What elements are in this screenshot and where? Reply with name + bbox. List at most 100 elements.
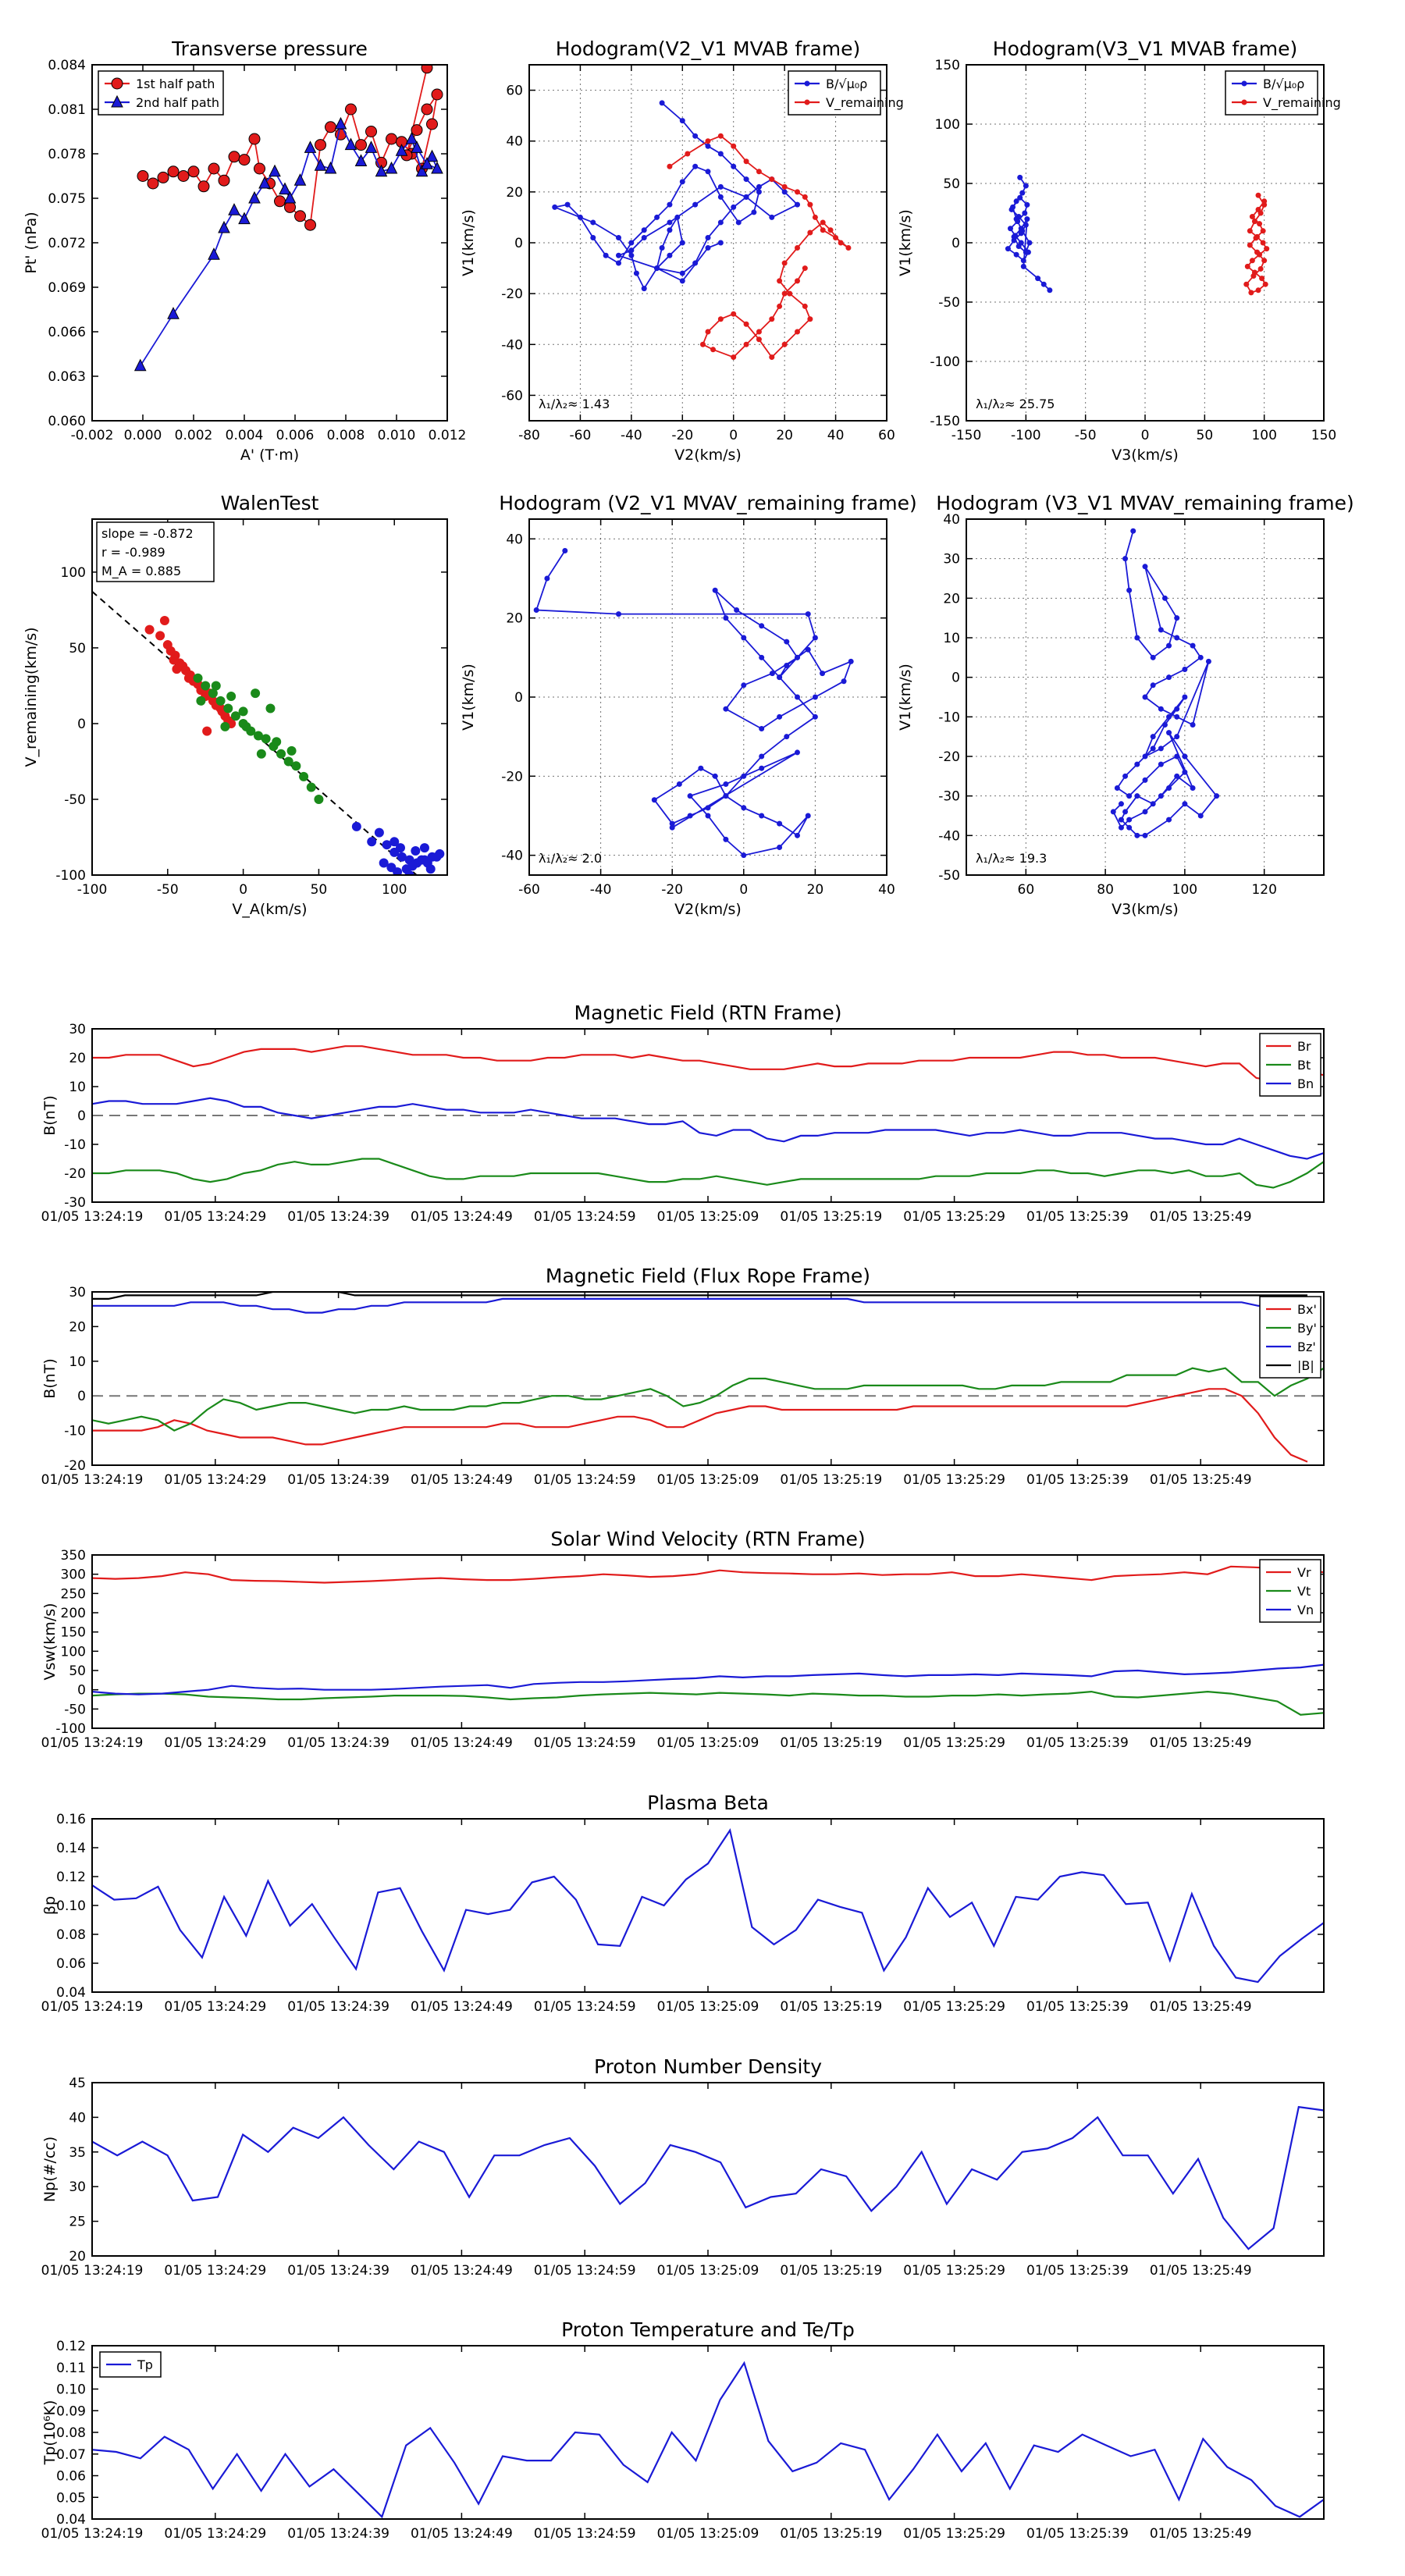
data-point	[1182, 667, 1188, 673]
data-point	[628, 247, 635, 254]
plot-area	[1005, 174, 1270, 296]
x-tick-label: 40	[827, 428, 845, 443]
y-axis-label: Pt' (nPa)	[23, 212, 40, 273]
y-tick-label: 0.06	[56, 1956, 86, 1972]
x-tick-label: 80	[1097, 882, 1114, 898]
data-point	[286, 745, 297, 756]
chart-mag_rtn: Magnetic Field (RTN Frame) -30 -20 -10 0 10 20…	[41, 1002, 1325, 1225]
data-point	[603, 252, 609, 258]
chart-np: Proton Number Density 20 25 30 35 40 45 01/05 1…	[41, 2055, 1325, 2279]
data-point	[167, 165, 180, 178]
data-point	[279, 182, 291, 195]
data-point	[196, 696, 206, 706]
x-tick-label: 01/05 13:24:39	[287, 1735, 389, 1751]
data-point	[769, 214, 775, 220]
x-tick-label: 01/05 13:25:39	[1026, 1209, 1129, 1225]
x-tick-label: 01/05 13:25:19	[780, 1735, 882, 1751]
data-point	[238, 212, 251, 225]
data-point	[1244, 263, 1250, 269]
y-axis-label: βp	[41, 1896, 59, 1915]
y-tick-label: 0.12	[56, 2339, 86, 2354]
data-point	[759, 623, 765, 629]
legend-label: Vt	[1297, 1584, 1311, 1599]
data-point	[562, 548, 568, 554]
x-tick-label: 01/05 13:25:49	[1150, 1999, 1252, 2015]
data-point	[705, 329, 711, 335]
x-tick-label: 01/05 13:24:29	[164, 2263, 266, 2279]
data-point	[386, 133, 397, 145]
plot-frame	[528, 518, 887, 876]
data-point	[324, 161, 337, 174]
data-point	[564, 201, 571, 208]
data-point	[723, 793, 729, 799]
x-tick-label: 01/05 13:25:29	[903, 1472, 1005, 1488]
plot-frame	[91, 2082, 1325, 2257]
series-by--line	[92, 1367, 1324, 1432]
data-point	[215, 696, 226, 706]
data-point	[769, 176, 775, 183]
eigenvalue-ratio: λ₁/λ₂≈ 1.43	[539, 397, 610, 411]
y-tick-label: 0.060	[48, 414, 86, 429]
data-point	[820, 219, 826, 226]
data-point	[667, 252, 673, 258]
legend-label: Tp	[137, 2357, 153, 2372]
data-point	[228, 151, 240, 163]
y-tick-label: 0.12	[56, 1870, 86, 1885]
y-tick-label: -20	[64, 1166, 86, 1182]
y-tick-label: 40	[506, 134, 523, 150]
data-point	[385, 161, 398, 174]
data-point	[667, 163, 673, 169]
x-tick-label: 01/05 13:24:29	[164, 1209, 266, 1225]
data-point	[1182, 769, 1188, 775]
data-point	[425, 149, 439, 162]
y-tick-label: -20	[64, 1458, 86, 1474]
data-point	[1019, 190, 1026, 196]
data-point	[421, 103, 433, 116]
y-axis-label: V_remaining(km/s)	[23, 627, 40, 767]
data-point	[1023, 222, 1029, 228]
x-tick-label: 100	[382, 882, 407, 898]
data-point	[1040, 281, 1047, 287]
x-tick-label: 0.004	[226, 428, 264, 443]
y-tick-label: -10	[64, 1137, 86, 1153]
legend-label: V_remaining	[1263, 95, 1341, 111]
data-point	[1247, 242, 1253, 248]
data-point	[1174, 734, 1180, 740]
data-point	[241, 721, 251, 731]
y-tick-label: 50	[943, 176, 960, 192]
x-tick-label: 0.006	[276, 428, 315, 443]
chart-title: Magnetic Field (RTN Frame)	[574, 1002, 842, 1024]
data-point	[712, 587, 718, 593]
legend: B/√μ₀ρ V_remaining	[1225, 70, 1341, 116]
data-point	[1182, 801, 1188, 807]
data-point	[248, 190, 261, 204]
x-tick-label: -20	[671, 428, 693, 443]
x-tick-label: -100	[77, 882, 108, 898]
data-point	[208, 247, 220, 260]
x-tick-label: 0	[239, 882, 247, 898]
data-point	[1264, 246, 1270, 252]
data-point	[159, 616, 169, 626]
data-point	[294, 210, 306, 222]
y-tick-label: -40	[501, 849, 523, 864]
data-point	[723, 615, 729, 621]
fit-line	[92, 590, 418, 875]
data-point	[1118, 801, 1124, 807]
data-point	[552, 204, 558, 210]
data-point	[1016, 244, 1022, 250]
data-point	[345, 103, 357, 116]
x-tick-label: 01/05 13:25:49	[1150, 2263, 1252, 2279]
data-point	[1023, 183, 1029, 189]
data-point	[616, 611, 621, 617]
data-point	[432, 852, 442, 862]
data-point	[679, 240, 685, 246]
data-point	[193, 673, 203, 683]
data-point	[533, 607, 539, 614]
series-v-remaining-line	[1245, 194, 1268, 294]
data-point	[759, 753, 765, 760]
data-point	[415, 164, 429, 177]
data-point	[717, 194, 724, 200]
data-point	[1011, 233, 1017, 240]
y-tick-label: -20	[938, 749, 960, 765]
